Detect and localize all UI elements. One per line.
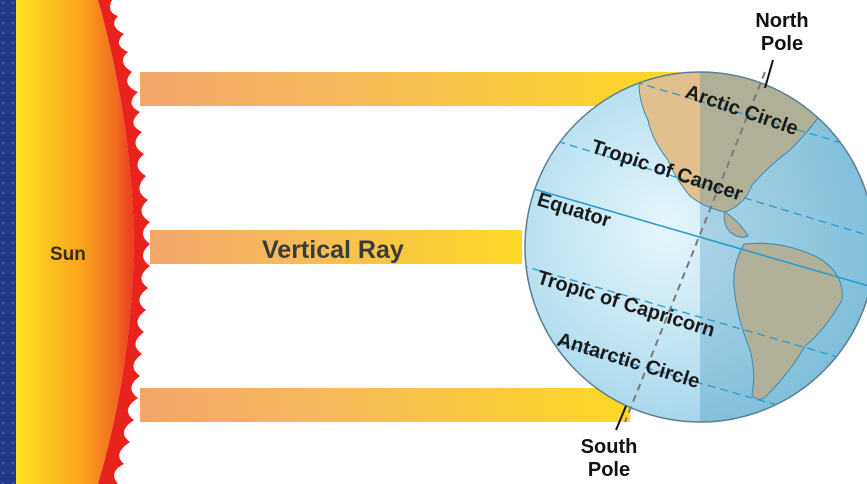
- north-pole-pointer: [764, 59, 774, 89]
- ray-bottom: [140, 388, 630, 422]
- frame-border: [0, 0, 16, 484]
- ray-vertical: [150, 230, 522, 264]
- earth-axis: [624, 71, 766, 423]
- central-america: [723, 211, 749, 238]
- ray-top: [140, 72, 680, 106]
- sun-flames: [98, 0, 150, 484]
- equator-line: [525, 184, 867, 296]
- cancer-line: [525, 129, 867, 246]
- antarctic-line: [525, 331, 867, 422]
- sun-label: Sun: [50, 244, 86, 265]
- vertical-ray-label: Vertical Ray: [262, 236, 404, 264]
- sun: [16, 0, 134, 484]
- north-pole-label-line2: Pole: [761, 33, 803, 55]
- south-pole-label-line2: Pole: [588, 459, 630, 481]
- south-america: [733, 242, 843, 400]
- south-pole-label-line1: South: [581, 436, 638, 458]
- north-pole-label-line1: North: [755, 10, 808, 32]
- south-pole-pointer: [615, 405, 627, 431]
